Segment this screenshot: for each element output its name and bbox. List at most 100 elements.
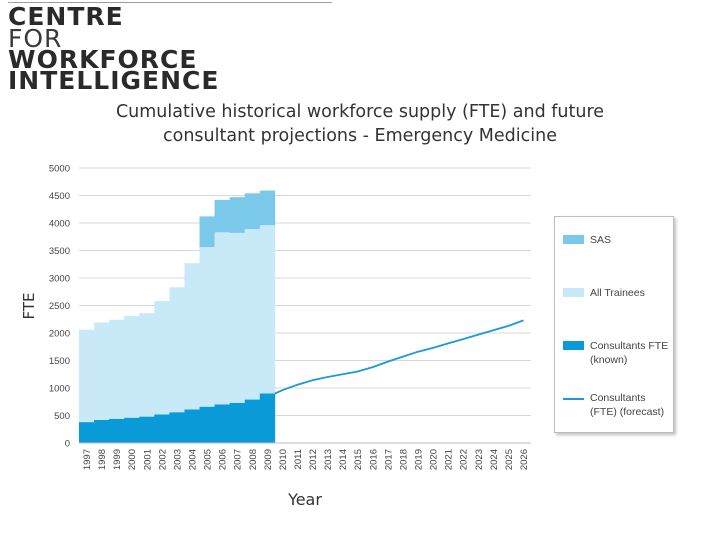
legend-label-consultants-known: Consultants FTE (known) [590, 340, 669, 366]
x-tick-label-2002: 2002 [157, 449, 168, 470]
bar-consultants-known-2009 [259, 393, 276, 443]
x-tick-label-2011: 2011 [293, 449, 304, 469]
area-layer [79, 190, 276, 443]
bar-trainees-2006 [214, 232, 230, 405]
logo-line-intelligence: INTELLIGENCE [8, 66, 220, 95]
legend-swatch-consultants-forecast [563, 398, 584, 400]
chart-title-line-1: Cumulative historical workforce supply (… [115, 102, 605, 122]
legend-label-trainees: All Trainees [590, 287, 645, 299]
x-tick-label-2023: 2023 [474, 449, 485, 470]
bar-consultants-known-2003 [169, 412, 185, 443]
bar-trainees-2000 [124, 315, 140, 418]
x-tick-label-2024: 2024 [489, 449, 500, 470]
bar-trainees-2008 [244, 229, 261, 400]
x-tick-label-2009: 2009 [263, 449, 274, 470]
y-tick-label-1000: 1000 [49, 384, 70, 395]
bar-trainees-2001 [139, 313, 155, 417]
y-tick-label-3000: 3000 [49, 274, 70, 285]
x-tick-label-1997: 1997 [82, 449, 93, 470]
bar-sas-2009 [259, 190, 276, 226]
x-tick-label-2003: 2003 [172, 449, 183, 470]
logo-line-workforce: WORKFORCE [8, 45, 198, 74]
legend-swatch-sas [563, 235, 584, 244]
x-tick-label-2006: 2006 [218, 449, 229, 470]
x-tick-label-2016: 2016 [368, 449, 379, 470]
bar-consultants-known-2002 [154, 414, 170, 443]
x-tick-label-2005: 2005 [203, 449, 214, 470]
bar-trainees-2004 [184, 263, 200, 410]
bar-trainees-2002 [154, 301, 170, 415]
legend-item-trainees: All Trainees [563, 286, 670, 300]
x-tick-label-2001: 2001 [142, 449, 153, 470]
x-axis-title: Year [287, 490, 322, 509]
y-tick-label-2000: 2000 [49, 329, 70, 340]
y-tick-label-1500: 1500 [49, 356, 70, 367]
x-tick-label-2017: 2017 [383, 449, 394, 470]
x-tick-label-1999: 1999 [112, 449, 123, 470]
bar-consultants-known-2006 [214, 404, 230, 443]
bar-trainees-1998 [94, 322, 110, 420]
legend-swatch-trainees [563, 288, 584, 297]
bar-trainees-1997 [79, 329, 95, 423]
y-tick-label-5000: 5000 [49, 164, 70, 175]
bar-sas-2008 [244, 193, 261, 230]
y-tick-label-2500: 2500 [49, 301, 70, 312]
bar-sas-2007 [229, 197, 246, 233]
cfwi-logo: CENTRE FOR WORKFORCE INTELLIGENCE [8, 2, 338, 95]
logo-line-centre: CENTRE [8, 2, 124, 31]
bar-consultants-known-2004 [184, 409, 200, 443]
legend: SAS All Trainees Consultants FTE (known)… [554, 216, 674, 433]
bar-consultants-known-2001 [139, 416, 155, 443]
bar-trainees-1999 [109, 319, 125, 419]
x-tick-label-2025: 2025 [504, 449, 515, 470]
x-tick-label-2013: 2013 [323, 449, 334, 470]
chart-title-line-2: consultant projections - Emergency Medic… [163, 126, 557, 146]
bar-trainees-2009 [259, 225, 276, 394]
legend-label-sas: SAS [590, 234, 612, 246]
logo-rule [8, 2, 332, 3]
bar-consultants-known-1999 [109, 418, 125, 443]
x-tick-label-2019: 2019 [414, 449, 425, 470]
x-tick-label-2015: 2015 [353, 449, 364, 470]
bar-sas-2005 [199, 216, 215, 248]
legend-label-consultants-forecast: Consultants (FTE) (forecast) [590, 392, 665, 418]
bar-trainees-2005 [199, 247, 215, 407]
logo-line-for: FOR [8, 24, 63, 53]
bar-consultants-known-2000 [124, 417, 140, 443]
legend-item-consultants-known: Consultants FTE (known) [563, 339, 670, 367]
x-tick-label-2004: 2004 [188, 449, 199, 470]
y-tick-label-500: 500 [54, 411, 70, 422]
x-tick-label-2000: 2000 [127, 449, 138, 470]
bar-consultants-known-1997 [79, 422, 95, 443]
x-tick-label-2010: 2010 [278, 449, 289, 470]
x-tick-label-2022: 2022 [459, 449, 470, 470]
axis-layer: 0 500 1000 1500 2000 2500 3000 3500 4000 4500 5000… [49, 164, 531, 470]
x-tick-label-2026: 2026 [519, 449, 530, 470]
bar-consultants-known-2005 [199, 406, 215, 443]
chart-title: Cumulative historical workforce supply (… [100, 100, 620, 148]
legend-item-sas: SAS [563, 233, 670, 247]
line-consultants-forecast [274, 319, 524, 395]
x-tick-label-2007: 2007 [233, 449, 244, 470]
x-tick-label-2021: 2021 [444, 449, 455, 470]
legend-item-consultants-forecast: Consultants (FTE) (forecast) [563, 391, 670, 419]
bar-trainees-2003 [169, 287, 185, 413]
x-tick-label-2008: 2008 [248, 449, 259, 470]
x-tick-label-2020: 2020 [429, 449, 440, 470]
line-layer [274, 319, 524, 395]
x-tick-label-2014: 2014 [338, 449, 349, 470]
bar-consultants-known-2008 [244, 399, 261, 443]
y-tick-label-3500: 3500 [49, 246, 70, 257]
bar-consultants-known-1998 [94, 419, 110, 443]
bar-consultants-known-2007 [229, 402, 246, 443]
x-tick-label-1998: 1998 [97, 449, 108, 470]
bar-trainees-2007 [229, 232, 246, 403]
bar-sas-2006 [214, 199, 230, 233]
legend-swatch-consultants-known [563, 341, 584, 350]
y-tick-label-4000: 4000 [49, 219, 70, 230]
y-tick-label-4500: 4500 [49, 191, 70, 202]
x-tick-label-2012: 2012 [308, 449, 319, 470]
y-tick-label-0: 0 [65, 439, 70, 450]
y-axis-title: FTE [20, 292, 38, 319]
